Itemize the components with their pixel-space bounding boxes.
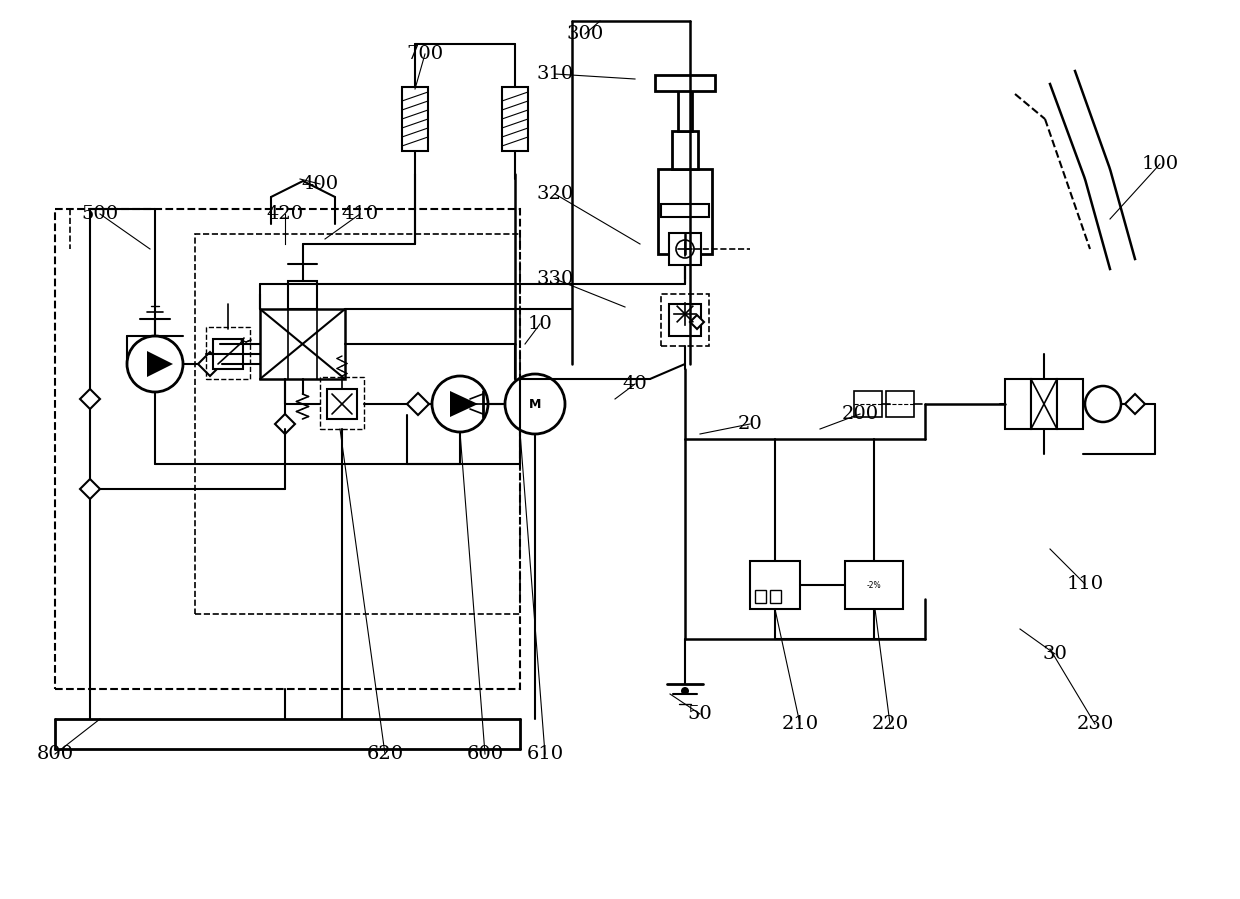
Bar (887, 391, 914, 417)
Bar (770, 590, 781, 603)
Bar (661, 204, 709, 217)
Text: 210: 210 (781, 715, 818, 733)
Text: M: M (528, 397, 541, 411)
Text: 620: 620 (367, 745, 403, 763)
Text: 400: 400 (301, 175, 339, 193)
Text: 700: 700 (407, 45, 444, 63)
Polygon shape (689, 315, 704, 329)
Bar (670, 304, 701, 336)
Bar (260, 309, 345, 379)
Bar (672, 131, 698, 169)
Text: 30: 30 (1043, 645, 1068, 663)
Text: 500: 500 (82, 205, 119, 223)
Circle shape (432, 376, 489, 432)
Bar (755, 590, 766, 603)
Text: 200: 200 (842, 405, 879, 423)
Bar (502, 87, 528, 151)
Text: 300: 300 (567, 25, 604, 43)
Text: -2%: -2% (867, 581, 882, 590)
Bar (1056, 379, 1083, 429)
Polygon shape (81, 389, 100, 409)
Text: 610: 610 (527, 745, 563, 763)
Polygon shape (275, 414, 295, 434)
Bar (655, 75, 715, 91)
Text: 40: 40 (622, 375, 647, 393)
Bar (327, 389, 357, 419)
Bar (289, 281, 316, 309)
Bar (670, 233, 701, 265)
Polygon shape (81, 479, 100, 499)
Bar (206, 327, 250, 379)
Text: 20: 20 (738, 415, 763, 433)
Polygon shape (1125, 394, 1145, 414)
Circle shape (126, 336, 184, 392)
Bar (195, 234, 520, 614)
Bar (854, 391, 882, 417)
Bar (661, 294, 709, 346)
Text: 320: 320 (537, 185, 574, 203)
Bar (320, 377, 365, 429)
Bar (55, 209, 520, 689)
Circle shape (681, 687, 689, 695)
Bar (402, 87, 428, 151)
Text: 410: 410 (341, 205, 378, 223)
Text: 220: 220 (872, 715, 909, 733)
Text: 310: 310 (537, 65, 574, 83)
Bar (1030, 379, 1056, 429)
Text: 600: 600 (466, 745, 503, 763)
Bar (678, 86, 692, 131)
Text: 10: 10 (528, 315, 552, 333)
Text: 50: 50 (688, 705, 712, 723)
Text: 800: 800 (36, 745, 73, 763)
Text: 100: 100 (1142, 155, 1178, 173)
Text: 420: 420 (267, 205, 304, 223)
Bar (1004, 379, 1030, 429)
Polygon shape (407, 393, 429, 415)
Circle shape (505, 374, 565, 434)
Polygon shape (450, 391, 477, 417)
Bar (750, 561, 800, 609)
Text: 330: 330 (537, 270, 574, 288)
Text: 110: 110 (1066, 575, 1104, 593)
Bar (213, 339, 243, 369)
Bar (658, 169, 712, 254)
Polygon shape (148, 351, 174, 377)
Circle shape (676, 240, 694, 258)
Circle shape (1085, 386, 1121, 422)
Bar (844, 561, 903, 609)
Text: 230: 230 (1076, 715, 1114, 733)
Polygon shape (198, 352, 222, 376)
